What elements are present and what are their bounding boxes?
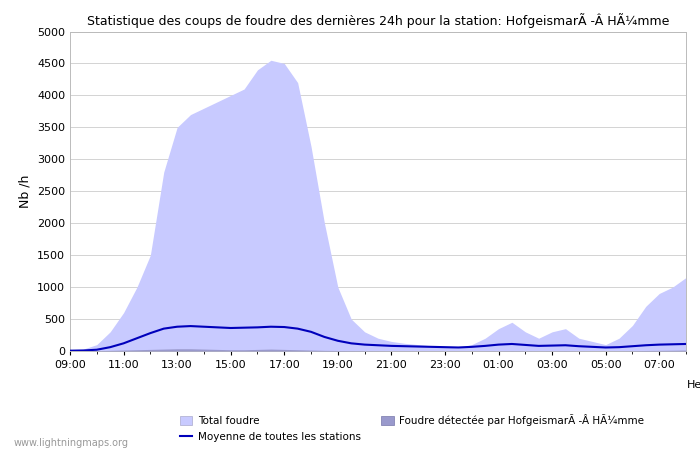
Text: Heure: Heure: [687, 380, 700, 390]
Y-axis label: Nb /h: Nb /h: [18, 175, 32, 208]
Legend: Total foudre, Moyenne de toutes les stations, Foudre détectée par HofgeismarÃ -Â: Total foudre, Moyenne de toutes les stat…: [180, 414, 644, 441]
Title: Statistique des coups de foudre des dernières 24h pour la station: HofgeismarÃ -: Statistique des coups de foudre des dern…: [87, 13, 669, 27]
Text: www.lightningmaps.org: www.lightningmaps.org: [14, 438, 129, 448]
